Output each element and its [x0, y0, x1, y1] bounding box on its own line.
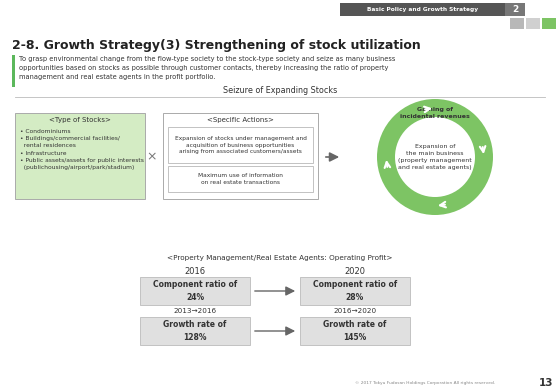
FancyBboxPatch shape — [300, 277, 410, 305]
Text: Expansion of
the main business
(property management
and real estate agents): Expansion of the main business (property… — [398, 144, 472, 170]
FancyBboxPatch shape — [168, 166, 313, 192]
Text: 2-8. Growth Strategy(3) Strengthening of stock utilization: 2-8. Growth Strategy(3) Strengthening of… — [12, 40, 421, 52]
Text: 2: 2 — [512, 5, 518, 14]
Text: Gaining of
incidental revenues: Gaining of incidental revenues — [400, 107, 470, 119]
Text: Expansion of stocks under management and
acquisition of business opportunities
a: Expansion of stocks under management and… — [175, 136, 306, 154]
Text: 2020: 2020 — [344, 267, 366, 275]
Bar — [12, 55, 15, 87]
Bar — [526, 18, 540, 29]
FancyBboxPatch shape — [140, 277, 250, 305]
Bar — [340, 3, 505, 16]
FancyBboxPatch shape — [140, 317, 250, 345]
Text: Basic Policy and Growth Strategy: Basic Policy and Growth Strategy — [367, 7, 478, 12]
Circle shape — [377, 99, 493, 215]
Text: © 2017 Tokyu Fudosan Holdings Corporation All rights reserved.: © 2017 Tokyu Fudosan Holdings Corporatio… — [355, 381, 495, 385]
FancyBboxPatch shape — [168, 127, 313, 163]
Text: <Property Management/Real Estate Agents: Operating Profit>: <Property Management/Real Estate Agents:… — [167, 255, 393, 261]
Text: 2013→2016: 2013→2016 — [174, 308, 217, 314]
FancyBboxPatch shape — [163, 113, 318, 199]
Text: 2016: 2016 — [184, 267, 206, 275]
Text: ×: × — [147, 151, 157, 163]
Text: Component ratio of
24%: Component ratio of 24% — [153, 280, 237, 302]
Text: Seizure of Expanding Stocks: Seizure of Expanding Stocks — [223, 86, 337, 95]
Bar — [505, 3, 525, 16]
Text: To grasp environmental change from the flow-type society to the stock-type socie: To grasp environmental change from the f… — [19, 56, 395, 80]
Text: Growth rate of
128%: Growth rate of 128% — [164, 320, 227, 342]
Text: <Specific Actions>: <Specific Actions> — [207, 117, 274, 123]
Text: Growth rate of
145%: Growth rate of 145% — [323, 320, 387, 342]
FancyBboxPatch shape — [15, 113, 145, 199]
Text: • Condominiums
• Buildings/commercial facilities/
  rental residences
• Infrastr: • Condominiums • Buildings/commercial fa… — [20, 129, 144, 170]
Circle shape — [395, 117, 475, 197]
Text: 2016→2020: 2016→2020 — [333, 308, 376, 314]
Bar — [542, 18, 556, 29]
Text: 13: 13 — [539, 378, 553, 388]
Bar — [510, 18, 524, 29]
Text: Component ratio of
28%: Component ratio of 28% — [313, 280, 397, 302]
Text: Maximum use of information
on real estate transactions: Maximum use of information on real estat… — [198, 173, 283, 185]
Text: <Type of Stocks>: <Type of Stocks> — [49, 117, 111, 123]
FancyBboxPatch shape — [300, 317, 410, 345]
